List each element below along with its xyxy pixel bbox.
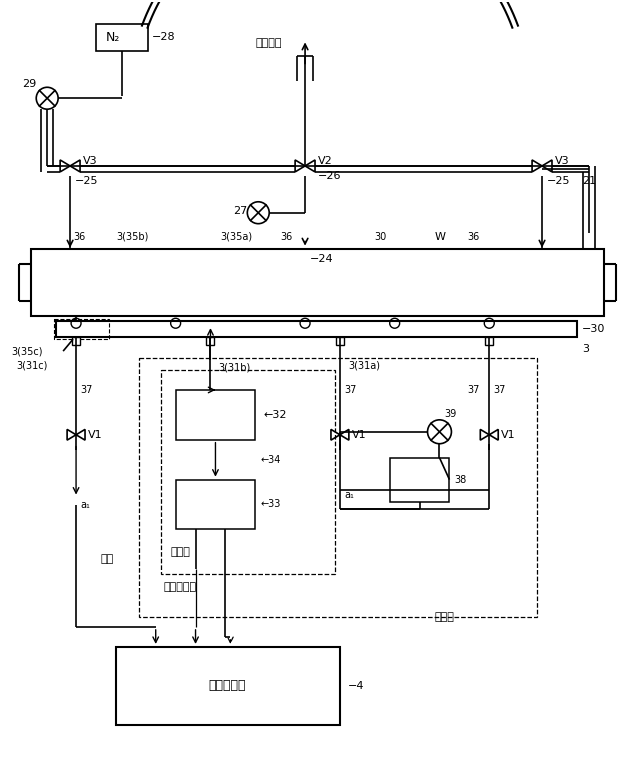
Text: 29: 29 [22,79,36,89]
Bar [175,390,255,440]
Text: 37: 37 [493,385,506,395]
Text: ←32: ←32 [263,410,287,420]
Text: 30: 30 [375,231,387,242]
Text: ←33: ←33 [260,499,280,509]
Text: 3(35b): 3(35b) [116,231,148,242]
Text: −24: −24 [310,253,333,263]
Text: 3(31a): 3(31a) [348,360,380,370]
Text: 3(35c): 3(35c) [12,346,43,356]
Text: 37: 37 [80,385,92,395]
Text: −25: −25 [547,176,570,186]
Text: 36: 36 [73,231,85,242]
Text: −28: −28 [152,33,175,43]
Bar [390,457,449,502]
Text: 工場排気: 工場排気 [255,39,282,49]
Text: N₂: N₂ [106,31,120,44]
Text: W: W [435,231,445,242]
Bar [31,249,604,317]
Text: 27: 27 [234,205,248,215]
Bar [139,358,537,617]
Text: a₁: a₁ [80,501,90,511]
Text: 設定値: 設定値 [171,547,191,557]
Bar [161,370,335,574]
Bar [207,337,214,345]
Bar [96,24,148,52]
Text: −4: −4 [348,680,364,691]
Text: 温度: 温度 [101,554,114,564]
Text: V2: V2 [318,156,333,166]
Text: 3(31c): 3(31c) [17,360,48,370]
Text: 3(31b): 3(31b) [218,362,251,372]
Text: 電力指令値: 電力指令値 [164,582,197,592]
Text: −25: −25 [75,176,99,186]
Text: 吸引圧: 吸引圧 [435,612,454,622]
Text: 21: 21 [582,176,596,186]
Text: a₁: a₁ [344,491,354,501]
Bar [54,320,109,339]
Text: 38: 38 [454,475,467,485]
Bar [336,337,344,345]
Bar [485,337,493,345]
Text: V3: V3 [555,156,570,166]
Bar [175,479,255,530]
Text: 39: 39 [444,409,457,419]
Bar [116,647,340,724]
Text: −30: −30 [582,324,605,334]
Bar [56,321,577,337]
Text: V1: V1 [501,430,516,440]
Text: 3(35a): 3(35a) [220,231,253,242]
Text: 状態監視部: 状態監視部 [209,679,246,693]
Text: 3: 3 [582,344,589,354]
Text: V3: V3 [83,156,98,166]
Text: V1: V1 [352,430,367,440]
Text: V1: V1 [88,430,102,440]
Text: 37: 37 [344,385,356,395]
Text: 37: 37 [467,385,480,395]
Text: ←34: ←34 [260,454,280,465]
Text: −26: −26 [318,171,342,181]
Bar [72,337,80,345]
Text: 36: 36 [280,231,292,242]
Text: 36: 36 [467,231,479,242]
